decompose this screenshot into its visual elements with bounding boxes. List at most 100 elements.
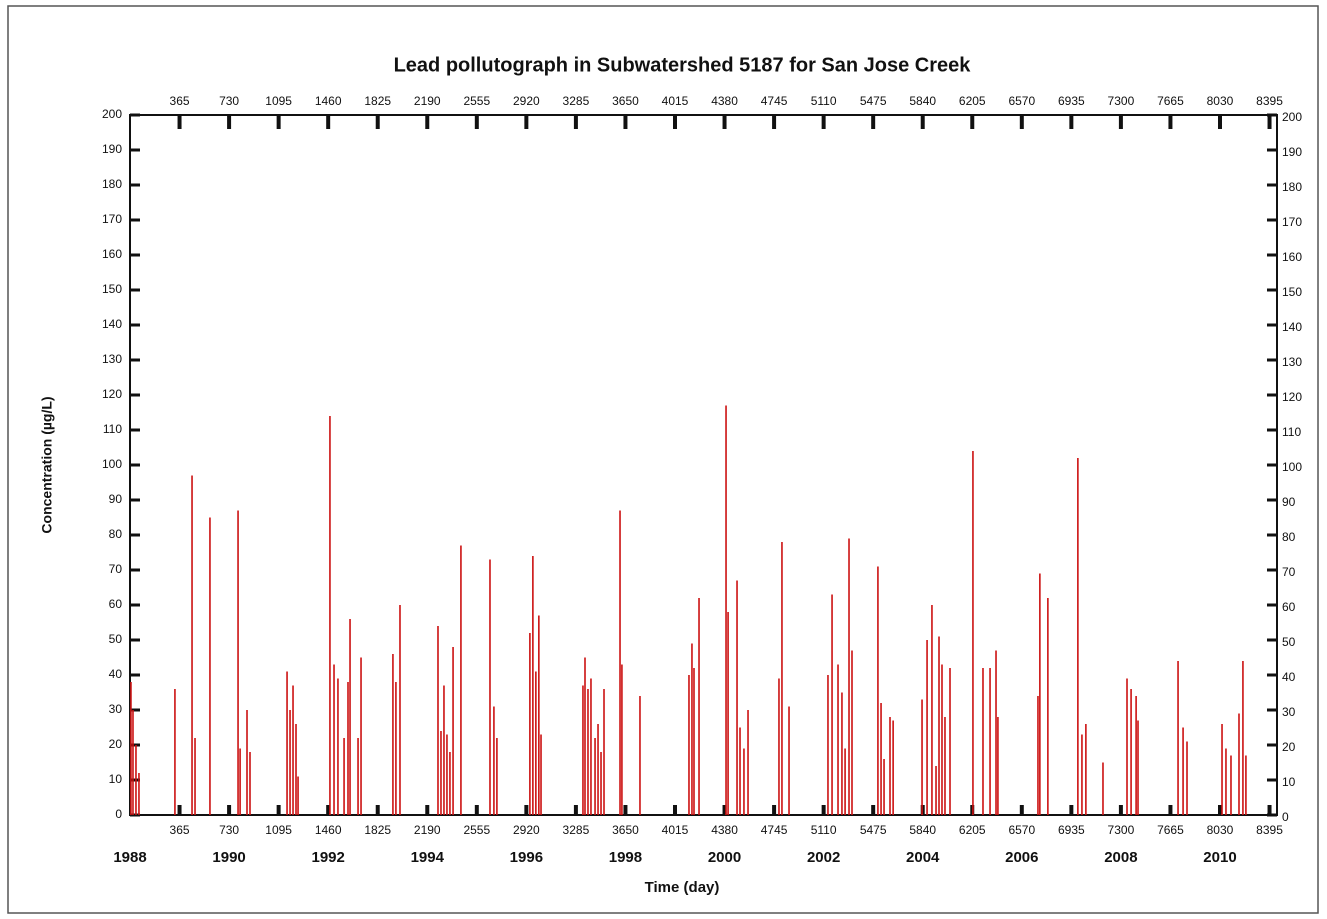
frame bbox=[7, 5, 1319, 914]
x-tick-label: 5475 bbox=[860, 823, 887, 837]
x-tick-label: 3650 bbox=[612, 823, 639, 837]
y2-tick-label: 100 bbox=[1282, 460, 1302, 474]
x-tick-label: 730 bbox=[219, 823, 239, 837]
y-tick-label: 110 bbox=[103, 422, 122, 436]
y-tick-label: 70 bbox=[109, 562, 123, 576]
y-tick-label: 40 bbox=[109, 667, 123, 681]
x-tick-label: 1095 bbox=[265, 823, 292, 837]
y2-tick-label: 0 bbox=[1282, 810, 1289, 824]
x2-tick-label: 6935 bbox=[1058, 94, 1085, 108]
x2-tick-label: 7665 bbox=[1157, 94, 1184, 108]
x-tick-label: 2190 bbox=[414, 823, 441, 837]
year-label: 1994 bbox=[411, 849, 445, 866]
year-label: 1992 bbox=[311, 849, 344, 866]
y-tick-label: 20 bbox=[109, 737, 123, 751]
year-label: 1996 bbox=[510, 849, 543, 866]
y-tick-label: 160 bbox=[102, 247, 122, 261]
year-label: 2010 bbox=[1203, 849, 1236, 866]
x2-tick-label: 3650 bbox=[612, 94, 639, 108]
y-tick-label: 80 bbox=[109, 527, 123, 541]
x-tick-label: 365 bbox=[170, 823, 190, 837]
y-tick-label: 190 bbox=[102, 142, 122, 156]
x-tick-label: 5110 bbox=[811, 823, 837, 837]
year-label: 2004 bbox=[906, 849, 940, 866]
y2-tick-label: 200 bbox=[1282, 110, 1302, 124]
y2-tick-label: 80 bbox=[1282, 530, 1296, 544]
x-tick-label: 8030 bbox=[1207, 823, 1234, 837]
x-tick-label: 2920 bbox=[513, 823, 540, 837]
x2-tick-label: 5475 bbox=[860, 94, 887, 108]
chart-title: Lead pollutograph in Subwatershed 5187 f… bbox=[394, 54, 972, 76]
x-tick-label: 1825 bbox=[364, 823, 391, 837]
x2-tick-label: 6570 bbox=[1008, 94, 1035, 108]
x2-tick-label: 2920 bbox=[513, 94, 540, 108]
x-tick-label: 4380 bbox=[711, 823, 738, 837]
y2-tick-label: 10 bbox=[1282, 775, 1296, 789]
y-tick-label: 90 bbox=[109, 492, 123, 506]
x-tick-label: 4745 bbox=[761, 823, 788, 837]
plot-area bbox=[129, 114, 1278, 816]
y2-tick-label: 110 bbox=[1282, 425, 1301, 439]
y2-tick-label: 50 bbox=[1282, 635, 1296, 649]
y-tick-label: 170 bbox=[102, 212, 122, 226]
y-tick-label: 30 bbox=[109, 702, 123, 716]
x2-tick-label: 365 bbox=[170, 94, 190, 108]
x-tick-label: 2555 bbox=[463, 823, 490, 837]
x-tick-label: 6205 bbox=[959, 823, 986, 837]
y2-tick-label: 20 bbox=[1282, 740, 1296, 754]
y-tick-label: 180 bbox=[102, 177, 122, 191]
year-label: 1988 bbox=[113, 849, 146, 866]
x2-tick-label: 1095 bbox=[265, 94, 292, 108]
y-tick-label: 100 bbox=[102, 457, 122, 471]
y2-tick-label: 40 bbox=[1282, 670, 1296, 684]
year-label: 2006 bbox=[1005, 849, 1038, 866]
x2-tick-label: 4745 bbox=[761, 94, 788, 108]
y2-tick-label: 170 bbox=[1282, 215, 1302, 229]
x2-tick-label: 3285 bbox=[563, 94, 590, 108]
x-tick-label: 6570 bbox=[1008, 823, 1035, 837]
year-label: 1998 bbox=[609, 849, 642, 866]
x-tick-label: 5840 bbox=[909, 823, 936, 837]
y2-tick-label: 180 bbox=[1282, 180, 1302, 194]
x2-tick-label: 8395 bbox=[1256, 94, 1283, 108]
x2-tick-label: 4015 bbox=[662, 94, 689, 108]
year-label: 2008 bbox=[1104, 849, 1137, 866]
x2-tick-label: 5110 bbox=[811, 94, 837, 108]
x2-tick-label: 5840 bbox=[909, 94, 936, 108]
x-axis-label: Time (day) bbox=[645, 879, 720, 896]
x-tick-label: 6935 bbox=[1058, 823, 1085, 837]
x-tick-label: 8395 bbox=[1256, 823, 1283, 837]
y-tick-label: 140 bbox=[102, 317, 122, 331]
x2-tick-label: 1825 bbox=[364, 94, 391, 108]
y2-tick-label: 60 bbox=[1282, 600, 1296, 614]
year-label: 1990 bbox=[212, 849, 245, 866]
x2-tick-label: 2555 bbox=[463, 94, 490, 108]
x-tick-label: 7300 bbox=[1108, 823, 1135, 837]
x-tick-label: 7665 bbox=[1157, 823, 1184, 837]
x2-tick-label: 2190 bbox=[414, 94, 441, 108]
y2-tick-label: 130 bbox=[1282, 355, 1302, 369]
x2-tick-label: 7300 bbox=[1108, 94, 1135, 108]
x2-tick-label: 1460 bbox=[315, 94, 342, 108]
y2-tick-label: 30 bbox=[1282, 705, 1296, 719]
y2-tick-label: 160 bbox=[1282, 250, 1302, 264]
x2-tick-label: 8030 bbox=[1207, 94, 1234, 108]
year-label: 2002 bbox=[807, 849, 840, 866]
x-tick-label: 4015 bbox=[662, 823, 689, 837]
y-tick-label: 0 bbox=[115, 807, 122, 821]
y2-tick-label: 120 bbox=[1282, 390, 1302, 404]
y-tick-label: 50 bbox=[109, 632, 123, 646]
x2-tick-label: 4380 bbox=[711, 94, 738, 108]
x-tick-label: 3285 bbox=[563, 823, 590, 837]
y-tick-label: 120 bbox=[102, 387, 122, 401]
y2-tick-label: 70 bbox=[1282, 565, 1296, 579]
y2-tick-label: 140 bbox=[1282, 320, 1302, 334]
y2-tick-label: 90 bbox=[1282, 495, 1296, 509]
x2-tick-label: 730 bbox=[219, 94, 239, 108]
y-axis-label: Concentration (µg/L) bbox=[39, 396, 55, 533]
x2-tick-label: 6205 bbox=[959, 94, 986, 108]
y2-tick-label: 150 bbox=[1282, 285, 1302, 299]
y-tick-label: 150 bbox=[102, 282, 122, 296]
y-tick-label: 130 bbox=[102, 352, 122, 366]
